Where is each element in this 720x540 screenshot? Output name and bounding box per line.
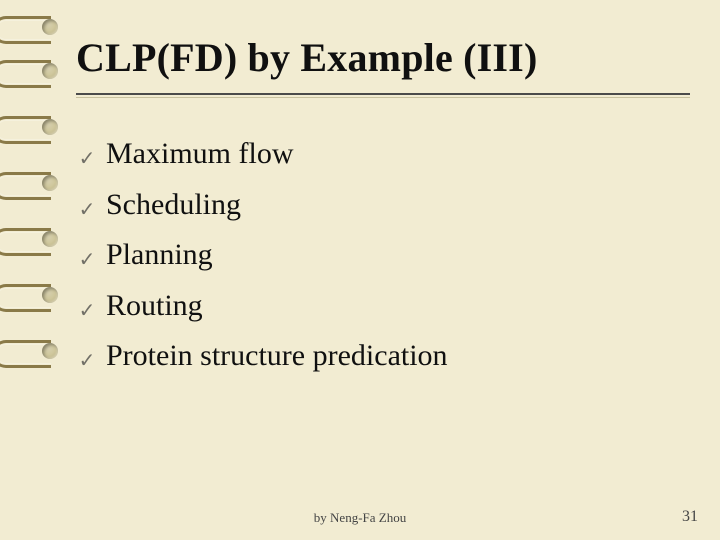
slide-content: CLP(FD) by Example (III) ✓ Maximum flow …	[76, 34, 690, 516]
check-icon: ✓	[76, 351, 98, 371]
list-item-label: Protein structure predication	[106, 336, 448, 377]
binding-ring	[0, 116, 56, 138]
list-item: ✓ Routing	[76, 286, 690, 327]
list-item: ✓ Scheduling	[76, 185, 690, 226]
bullet-list: ✓ Maximum flow ✓ Scheduling ✓ Planning ✓…	[76, 134, 690, 377]
spiral-binding	[0, 0, 56, 540]
list-item: ✓ Protein structure predication	[76, 336, 690, 377]
footer-author: by Neng-Fa Zhou	[0, 510, 720, 526]
list-item-label: Planning	[106, 235, 213, 276]
list-item: ✓ Maximum flow	[76, 134, 690, 175]
list-item-label: Routing	[106, 286, 203, 327]
binding-ring	[0, 284, 56, 306]
slide-title: CLP(FD) by Example (III)	[76, 34, 690, 81]
binding-ring	[0, 172, 56, 194]
page-number: 31	[682, 508, 698, 526]
check-icon: ✓	[76, 149, 98, 169]
binding-ring	[0, 228, 56, 250]
check-icon: ✓	[76, 250, 98, 270]
list-item-label: Scheduling	[106, 185, 241, 226]
title-rule	[76, 93, 690, 98]
list-item: ✓ Planning	[76, 235, 690, 276]
binding-ring	[0, 340, 56, 362]
binding-ring	[0, 16, 56, 38]
check-icon: ✓	[76, 200, 98, 220]
binding-ring	[0, 60, 56, 82]
list-item-label: Maximum flow	[106, 134, 294, 175]
check-icon: ✓	[76, 301, 98, 321]
